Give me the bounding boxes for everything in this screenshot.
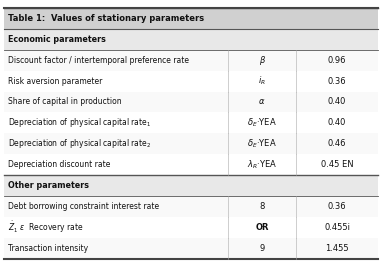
Text: 0.96: 0.96 [328,56,346,65]
Text: Share of capital in production: Share of capital in production [8,97,121,106]
Bar [4,154,378,175]
Bar [4,29,378,50]
Text: Depreciation of physical capital rate$_2$: Depreciation of physical capital rate$_2… [8,137,151,150]
Text: 9: 9 [259,244,265,253]
Text: 1.455: 1.455 [325,244,349,253]
Bar [4,217,378,238]
Bar [4,196,378,217]
Text: Economic parameters: Economic parameters [8,35,105,44]
Bar [4,175,378,196]
Text: Depreciation discount rate: Depreciation discount rate [8,160,110,169]
Bar [4,133,378,154]
Text: $\delta_E$·YEA: $\delta_E$·YEA [247,138,277,150]
Text: 0.455i: 0.455i [324,223,350,232]
Text: Depreciation of physical capital rate$_1$: Depreciation of physical capital rate$_1… [8,116,151,129]
Text: Transaction intensity: Transaction intensity [8,244,88,253]
Text: Risk aversion parameter: Risk aversion parameter [8,77,102,86]
Text: 8: 8 [259,202,265,211]
Bar [4,112,378,133]
Text: Debt borrowing constraint interest rate: Debt borrowing constraint interest rate [8,202,159,211]
Text: 0.36: 0.36 [328,202,346,211]
Bar [4,50,378,70]
Bar [4,238,378,259]
Text: $\lambda_R$·YEA: $\lambda_R$·YEA [247,158,277,171]
Bar [4,8,378,29]
Text: 0.36: 0.36 [328,77,346,86]
Text: 0.40: 0.40 [328,97,346,106]
Bar [4,92,378,112]
Text: $\alpha$: $\alpha$ [259,97,266,106]
Text: $\dot{Z}_1$ $\varepsilon$  Recovery rate: $\dot{Z}_1$ $\varepsilon$ Recovery rate [8,219,83,235]
Text: Table 1:  Values of stationary parameters: Table 1: Values of stationary parameters [8,14,204,23]
Text: 0.40: 0.40 [328,118,346,127]
Bar [4,71,378,92]
Text: $\delta_E$·YEA: $\delta_E$·YEA [247,117,277,129]
Text: $i_R$: $i_R$ [258,75,266,87]
Text: 0.46: 0.46 [328,139,346,148]
Text: OR: OR [256,223,269,232]
Text: 0.45 EN: 0.45 EN [320,160,353,169]
Text: Discount factor / intertemporal preference rate: Discount factor / intertemporal preferen… [8,56,189,65]
Text: Other parameters: Other parameters [8,181,89,190]
Text: $\beta$: $\beta$ [259,54,266,67]
